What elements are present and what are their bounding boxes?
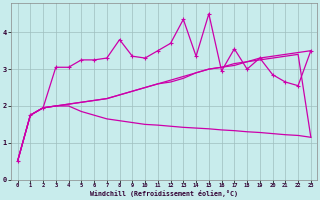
X-axis label: Windchill (Refroidissement éolien,°C): Windchill (Refroidissement éolien,°C) xyxy=(90,190,238,197)
